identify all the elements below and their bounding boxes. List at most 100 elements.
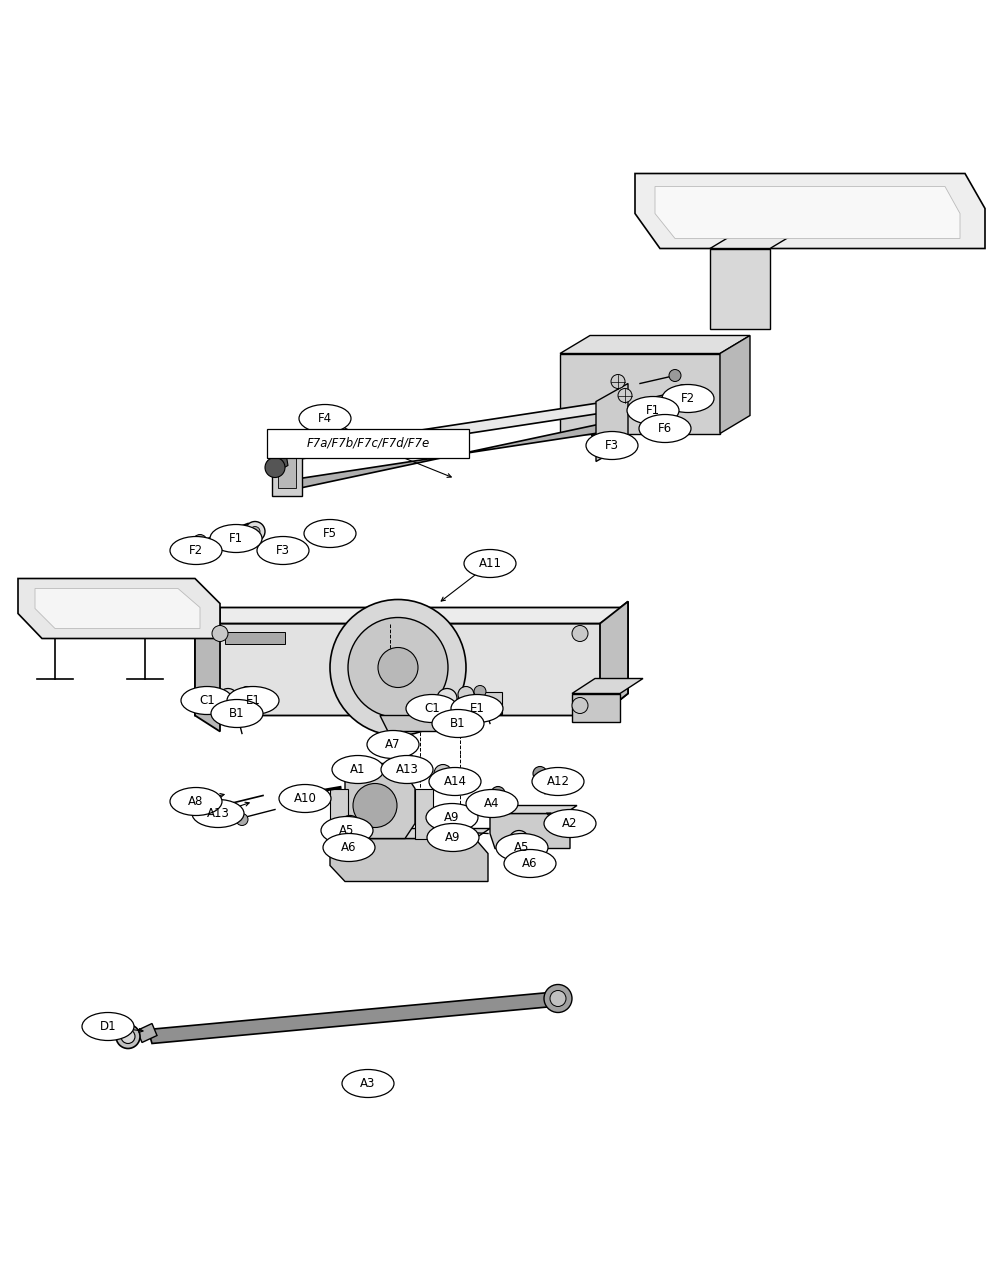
Circle shape (458, 687, 474, 702)
Text: E1: E1 (246, 694, 260, 707)
Polygon shape (330, 839, 488, 882)
Circle shape (381, 734, 405, 758)
Circle shape (245, 522, 265, 541)
Circle shape (509, 830, 529, 850)
Ellipse shape (192, 799, 244, 827)
Text: F3: F3 (605, 438, 619, 452)
FancyBboxPatch shape (267, 428, 469, 459)
Circle shape (353, 783, 397, 827)
Polygon shape (148, 992, 564, 1044)
Circle shape (229, 701, 241, 712)
Polygon shape (18, 579, 220, 639)
Text: A9: A9 (444, 811, 460, 824)
Ellipse shape (181, 687, 233, 715)
Polygon shape (137, 1024, 157, 1043)
Polygon shape (490, 813, 570, 849)
Circle shape (212, 626, 228, 641)
Ellipse shape (544, 810, 596, 837)
Circle shape (446, 807, 460, 821)
Ellipse shape (406, 694, 458, 722)
Circle shape (348, 617, 448, 717)
Ellipse shape (367, 731, 419, 759)
Circle shape (523, 853, 531, 860)
Ellipse shape (662, 384, 714, 413)
Text: A8: A8 (188, 794, 204, 808)
Polygon shape (35, 588, 200, 628)
Ellipse shape (627, 397, 679, 424)
Circle shape (669, 370, 681, 381)
Polygon shape (280, 451, 284, 492)
Polygon shape (270, 447, 288, 474)
Ellipse shape (210, 525, 262, 552)
Circle shape (446, 825, 460, 839)
Text: A2: A2 (562, 817, 578, 830)
Ellipse shape (321, 816, 373, 845)
Circle shape (218, 688, 238, 708)
Polygon shape (195, 602, 628, 716)
Text: A5: A5 (514, 841, 530, 854)
Circle shape (239, 687, 255, 702)
Polygon shape (280, 402, 612, 461)
Text: F1: F1 (646, 404, 660, 417)
Text: F1: F1 (229, 532, 243, 545)
Polygon shape (596, 384, 628, 461)
Polygon shape (572, 693, 620, 721)
Ellipse shape (451, 694, 503, 722)
Text: F7a/F7b/F7c/F7d/F7e: F7a/F7b/F7c/F7d/F7e (306, 437, 430, 450)
Text: A1: A1 (350, 763, 366, 775)
Polygon shape (280, 422, 612, 492)
Text: A9: A9 (445, 831, 461, 844)
Circle shape (474, 685, 486, 698)
Circle shape (250, 527, 260, 536)
Circle shape (401, 759, 411, 769)
Ellipse shape (429, 768, 481, 796)
Polygon shape (272, 443, 302, 495)
Text: B1: B1 (450, 717, 466, 730)
Polygon shape (490, 806, 577, 813)
Circle shape (263, 540, 277, 554)
Ellipse shape (304, 519, 356, 547)
Ellipse shape (299, 404, 351, 432)
Ellipse shape (381, 755, 433, 783)
Text: A12: A12 (546, 775, 570, 788)
Polygon shape (560, 353, 720, 433)
Text: F3: F3 (276, 544, 290, 557)
Polygon shape (195, 607, 220, 731)
Text: F2: F2 (681, 392, 695, 405)
Text: B1: B1 (229, 707, 245, 720)
Text: A10: A10 (294, 792, 316, 805)
Ellipse shape (82, 1012, 134, 1040)
Text: A4: A4 (484, 797, 500, 810)
Circle shape (116, 1025, 140, 1049)
Polygon shape (380, 716, 448, 731)
Ellipse shape (466, 789, 518, 817)
Text: F6: F6 (658, 422, 672, 435)
Circle shape (300, 788, 314, 802)
Circle shape (618, 389, 632, 403)
Ellipse shape (257, 536, 309, 565)
Ellipse shape (342, 1069, 394, 1097)
Circle shape (437, 688, 457, 708)
Circle shape (236, 813, 248, 826)
Text: A6: A6 (522, 856, 538, 870)
Circle shape (387, 740, 399, 751)
Circle shape (212, 698, 228, 713)
Ellipse shape (427, 824, 479, 851)
Ellipse shape (432, 710, 484, 737)
Polygon shape (195, 607, 625, 623)
Ellipse shape (426, 803, 478, 831)
Text: F5: F5 (323, 527, 337, 540)
Text: F2: F2 (189, 544, 203, 557)
Ellipse shape (496, 834, 548, 862)
Text: A13: A13 (207, 807, 229, 820)
Ellipse shape (464, 550, 516, 578)
Text: A13: A13 (396, 763, 418, 775)
Circle shape (677, 384, 689, 397)
Polygon shape (710, 233, 795, 248)
Ellipse shape (170, 788, 222, 816)
Circle shape (396, 754, 416, 773)
Polygon shape (560, 336, 750, 353)
Ellipse shape (227, 687, 279, 715)
Circle shape (265, 457, 285, 478)
Circle shape (340, 816, 360, 835)
